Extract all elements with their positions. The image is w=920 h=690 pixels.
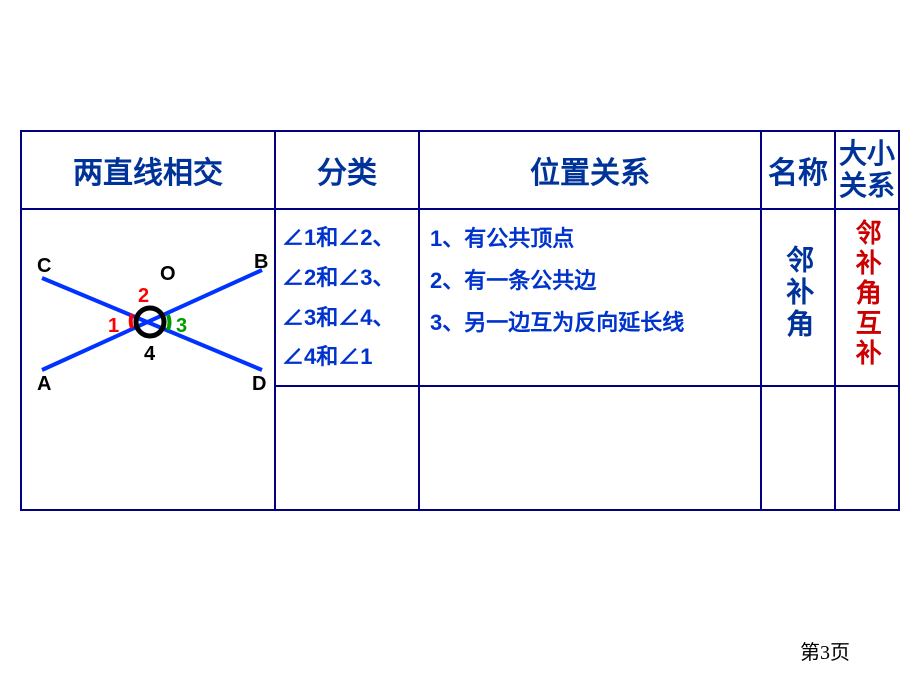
header-size-relation: 大小关系 [835,131,899,209]
header-classify: 分类 [275,131,419,209]
classify-line2: ∠2和∠3、 [282,258,412,298]
label-angle4: 4 [144,343,156,365]
classify-line1: ∠1和∠2、 [282,218,412,258]
angle-table: 两直线相交 分类 位置关系 名称 大小关系 A B C [20,130,900,511]
label-C: C [37,255,51,277]
label-angle1: 1 [108,315,119,337]
empty-name [761,386,835,510]
diagram-cell: A B C D O 1 2 3 4 [21,209,275,509]
header-size-relation-text: 大小关系 [839,138,895,201]
main-table: 两直线相交 分类 位置关系 名称 大小关系 A B C [20,130,900,511]
header-position: 位置关系 [419,131,761,209]
position-line1: 1、有公共顶点 [430,218,750,260]
relation-cell: 邻补角互补 [835,209,899,385]
label-B: B [254,251,268,273]
position-line3: 3、另一边互为反向延长线 [430,302,750,344]
label-O: O [160,263,176,285]
name-cell: 邻补角 [761,209,835,385]
header-row: 两直线相交 分类 位置关系 名称 大小关系 [21,131,899,209]
label-angle2: 2 [138,285,149,307]
label-angle3: 3 [176,315,187,337]
header-name: 名称 [761,131,835,209]
page-number: 第3页 [800,636,850,665]
empty-position [419,386,761,510]
content-row: A B C D O 1 2 3 4 ∠1和∠2、 ∠2和∠3、 ∠3和∠4、 ∠… [21,209,899,385]
classify-line4: ∠4和∠1 [282,337,412,377]
label-A: A [37,373,51,395]
position-line2: 2、有一条公共边 [430,260,750,302]
classify-line3: ∠3和∠4、 [282,298,412,338]
empty-classify [275,386,419,510]
angle1-arc [131,314,132,328]
intersection-diagram: A B C D O 1 2 3 4 [22,210,272,540]
empty-relation [835,386,899,510]
label-D: D [252,373,266,395]
position-cell: 1、有公共顶点 2、有一条公共边 3、另一边互为反向延长线 [419,209,761,385]
relation-value: 邻补角互补 [851,219,884,369]
classify-cell: ∠1和∠2、 ∠2和∠3、 ∠3和∠4、 ∠4和∠1 [275,209,419,385]
name-value: 邻补角 [780,245,816,341]
angle3-arc [168,315,169,330]
header-intersection: 两直线相交 [21,131,275,209]
